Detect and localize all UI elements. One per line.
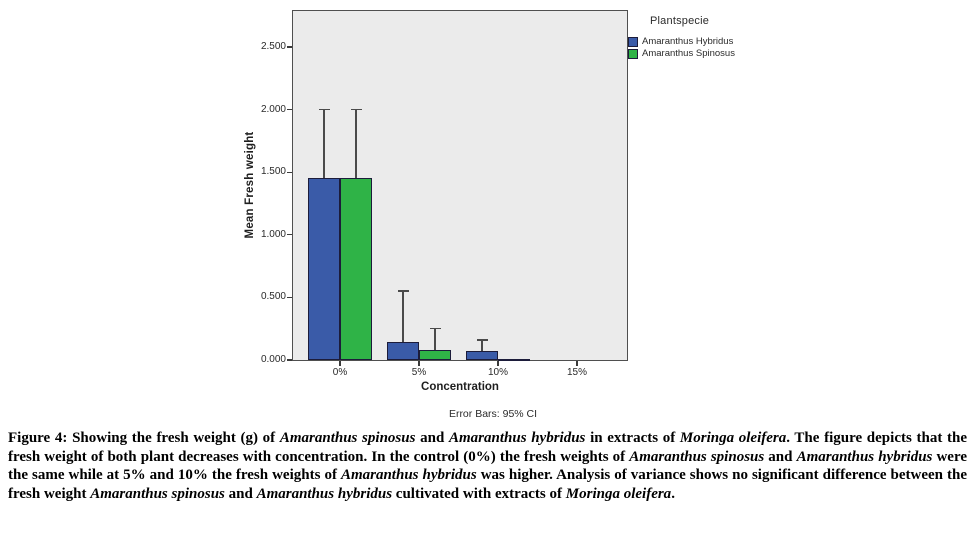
caption-text: cultivated with extracts of	[392, 486, 566, 503]
x-axis-title: Concentration	[421, 381, 499, 393]
y-tick-label: 0.000	[260, 354, 286, 365]
caption-text: and	[415, 430, 449, 446]
legend-label: Amaranthus Spinosus	[642, 48, 735, 59]
bar	[498, 358, 530, 361]
legend-title: Plantspecie	[650, 15, 710, 27]
error-bar	[481, 339, 483, 352]
legend-swatch	[628, 49, 638, 59]
x-tick-label: 5%	[411, 367, 427, 378]
caption-text: and	[764, 448, 797, 465]
caption-text: was higher. Analysis of variance shows n…	[8, 467, 968, 503]
error-bar-cap	[350, 108, 362, 111]
caption-text: .	[671, 486, 675, 503]
species-name-italic: Amaranthus hybridus	[340, 467, 477, 484]
error-bar-cap	[476, 339, 488, 341]
x-tick-mark	[576, 361, 578, 366]
bar	[387, 342, 419, 360]
error-bar-cap	[429, 328, 441, 330]
error-bar	[434, 328, 436, 350]
y-tick-mark	[286, 171, 292, 173]
y-tick-mark	[286, 46, 292, 48]
y-tick-label: 2.000	[260, 103, 286, 115]
caption-text: . The figure depicts that the fresh weig…	[8, 430, 967, 465]
x-tick-label: 15%	[566, 367, 587, 378]
y-tick-label: 1.500	[260, 166, 286, 178]
species-name-italic: Moringa oleifera	[679, 430, 787, 446]
legend-label: Amaranthus Hybridus	[642, 36, 734, 47]
x-tick-mark	[418, 361, 420, 366]
x-tick-label: 0%	[332, 367, 348, 378]
y-axis-title: Mean Fresh weight	[244, 131, 256, 239]
y-tick-mark	[286, 234, 292, 236]
species-name-italic: Amaranthus spinosus	[629, 448, 765, 465]
bar	[419, 349, 451, 360]
y-tick-mark	[286, 296, 292, 298]
species-name-italic: Amaranthus hybridus	[796, 448, 933, 465]
caption-text: and	[224, 486, 257, 503]
y-tick-label: 0.500	[260, 291, 286, 303]
legend-swatch	[628, 37, 638, 47]
error-bar	[323, 109, 325, 179]
figure-caption: Figure 4: Showing the fresh weight (g) o…	[8, 429, 967, 504]
caption-text: Figure 4: Showing the fresh weight (g) o…	[8, 430, 280, 446]
error-bar	[355, 109, 357, 179]
y-tick-label: 1.000	[260, 228, 286, 240]
caption-text: in extracts of	[585, 430, 680, 446]
bar	[466, 351, 498, 360]
y-tick-label: 2.500	[260, 41, 286, 52]
bar	[340, 178, 372, 360]
error-bar-cap	[397, 290, 409, 292]
error-bar-cap	[318, 108, 330, 111]
species-name-italic: Moringa oleifera	[565, 486, 672, 503]
species-name-italic: Amaranthus spinosus	[90, 486, 225, 503]
y-tick-mark	[286, 359, 292, 361]
x-tick-mark	[497, 361, 499, 366]
error-bars-footnote: Error Bars: 95% CI	[448, 408, 538, 420]
y-tick-mark	[286, 109, 292, 111]
species-name-italic: Amaranthus hybridus	[448, 430, 586, 446]
bar-chart-figure: Mean Fresh weight 0.000 0.500 1.000 1.500 2.…	[244, 10, 735, 420]
x-tick-label: 10%	[487, 367, 508, 378]
species-name-italic: Amaranthus hybridus	[256, 486, 393, 503]
caption-text: were the same while at 5% and 10% the fr…	[8, 448, 968, 484]
x-tick-mark	[339, 361, 341, 366]
error-bar	[402, 291, 404, 343]
species-name-italic: Amaranthus spinosus	[279, 430, 416, 446]
bar	[308, 178, 340, 360]
